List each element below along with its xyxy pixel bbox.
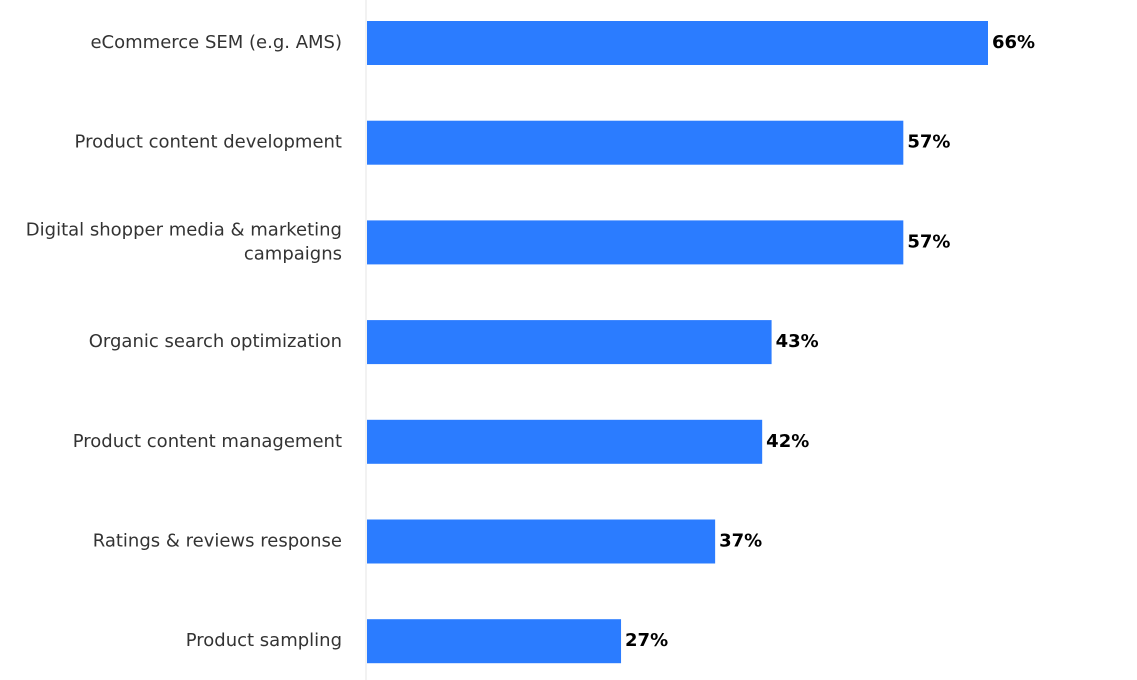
- value-label-6: 27%: [625, 630, 668, 651]
- value-label-2: 57%: [907, 231, 950, 252]
- bar-4: [367, 419, 763, 464]
- value-label-3: 43%: [776, 331, 819, 352]
- category-label-line: Organic search optimization: [89, 331, 342, 352]
- bar-0: [367, 21, 988, 65]
- value-label-1: 57%: [907, 132, 950, 153]
- category-label-line: Digital shopper media & marketing: [26, 219, 342, 240]
- category-label-1: Product content development: [75, 132, 342, 153]
- category-label-5: Ratings & reviews response: [93, 531, 342, 552]
- value-label-0: 66%: [992, 32, 1035, 53]
- category-label-6: Product sampling: [186, 630, 342, 651]
- category-labels-group: eCommerce SEM (e.g. AMS) Product content …: [26, 32, 342, 651]
- category-label-2: Digital shopper media & marketing campaig…: [26, 219, 342, 264]
- value-label-5: 37%: [719, 531, 762, 552]
- category-label-0: eCommerce SEM (e.g. AMS): [90, 32, 342, 53]
- category-label-line: Product content management: [73, 431, 342, 452]
- category-label-line: Ratings & reviews response: [93, 531, 342, 552]
- bar-3: [367, 320, 772, 365]
- category-label-4: Product content management: [73, 431, 342, 452]
- category-label-line: eCommerce SEM (e.g. AMS): [90, 32, 342, 53]
- bar-2: [367, 220, 904, 265]
- category-label-line: Product sampling: [186, 630, 342, 651]
- bar-1: [367, 120, 904, 165]
- category-label-line: campaigns: [244, 243, 342, 264]
- bar-5: [367, 519, 716, 564]
- bars-group: [367, 21, 988, 664]
- value-labels-group: 66% 57% 57% 43% 42% 37% 27%: [625, 32, 1035, 651]
- bar-6: [367, 619, 622, 664]
- category-label-line: Product content development: [75, 132, 342, 153]
- category-label-3: Organic search optimization: [89, 331, 342, 352]
- value-label-4: 42%: [766, 431, 809, 452]
